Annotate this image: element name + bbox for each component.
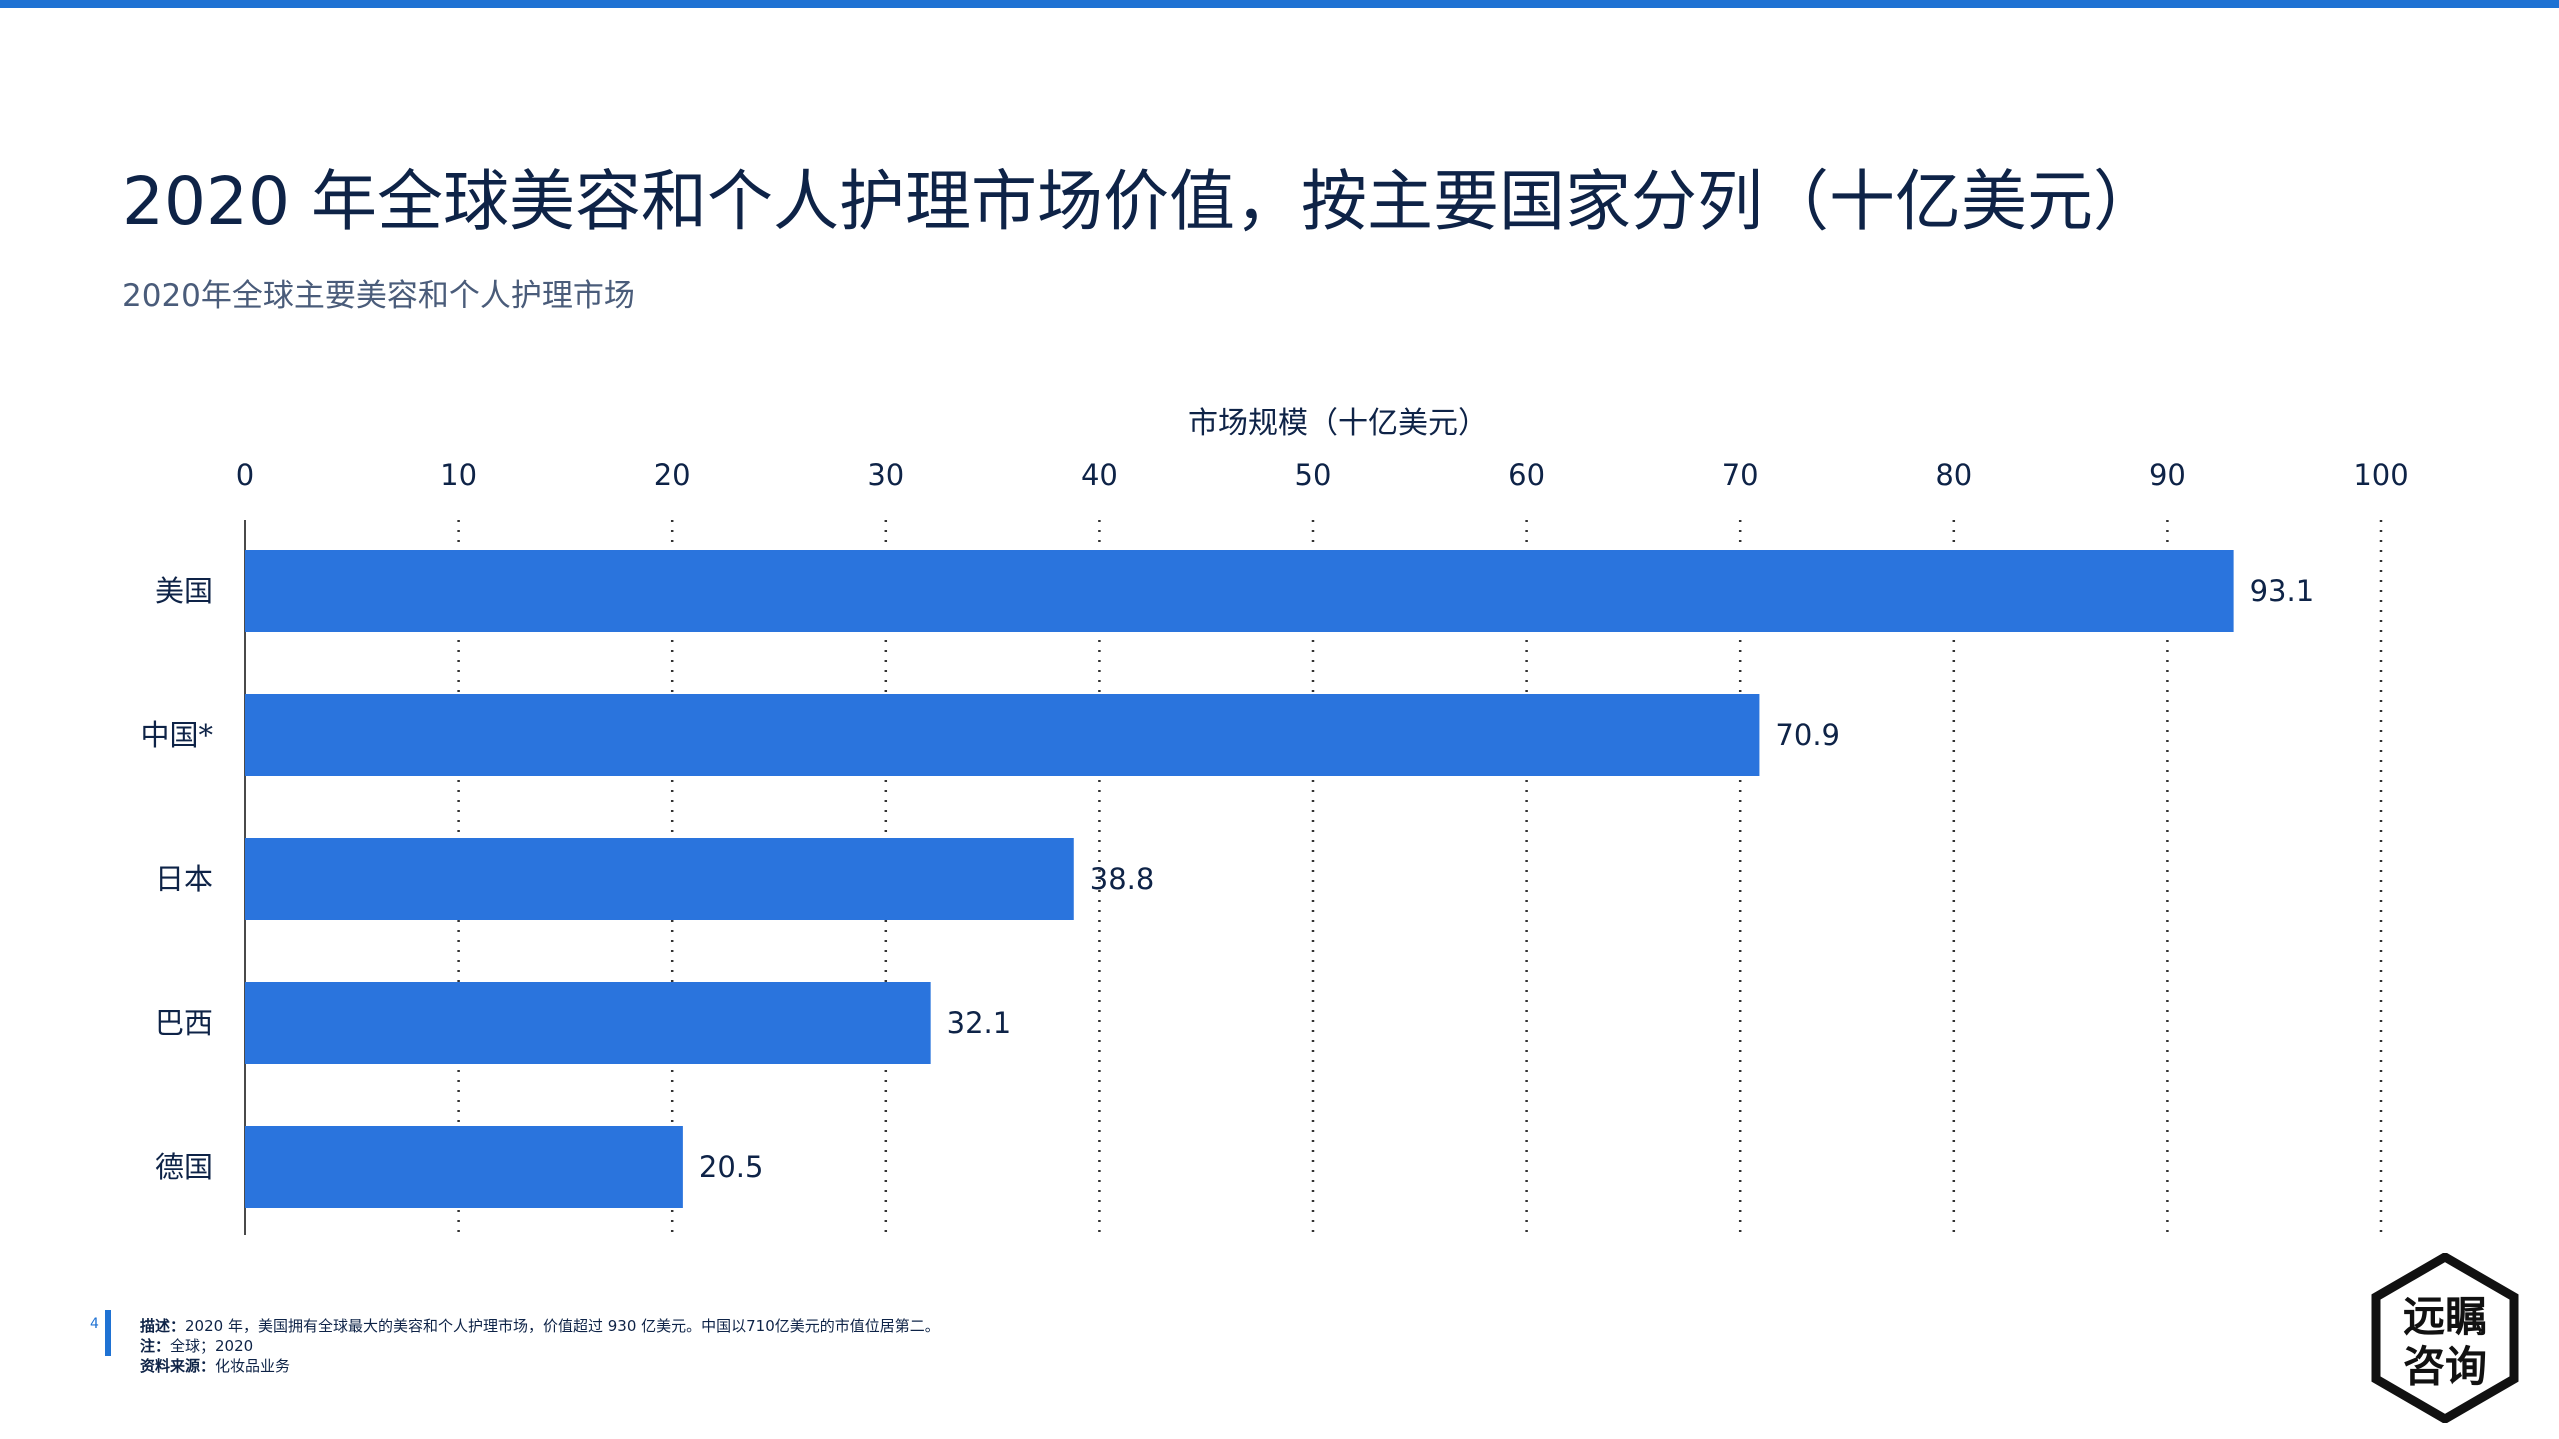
category-label: 巴西	[155, 1006, 213, 1040]
x-tick-label: 80	[1935, 458, 1972, 492]
source-label: 资料来源：	[140, 1357, 216, 1375]
x-axis-title: 市场规模（十亿美元）	[1188, 406, 1488, 441]
x-tick-label: 60	[1508, 458, 1545, 492]
value-label: 32.1	[947, 1006, 1012, 1040]
value-label: 70.9	[1775, 718, 1840, 752]
top-accent-bar	[0, 0, 2559, 8]
bar	[245, 550, 2234, 632]
x-tick-label: 90	[2149, 458, 2186, 492]
logo-text-line2: 咨询	[2403, 1342, 2487, 1391]
category-label: 中国*	[140, 718, 213, 752]
x-tick-label: 100	[2353, 458, 2408, 492]
description-label: 描述：	[140, 1317, 186, 1335]
logo-text-line1: 远瞩	[2403, 1292, 2487, 1341]
company-logo: 远瞩 咨询	[2371, 1253, 2519, 1423]
page-title: 2020 年全球美容和个人护理市场价值，按主要国家分列（十亿美元）	[122, 163, 2159, 240]
footnote-source: 资料来源：化妆品业务	[140, 1355, 290, 1376]
x-tick-label: 10	[440, 458, 477, 492]
page-number: 4	[90, 1316, 99, 1332]
note-text: 全球；2020	[170, 1337, 254, 1355]
bars	[245, 550, 2234, 1208]
bar	[245, 982, 931, 1064]
x-tick-label: 30	[867, 458, 904, 492]
value-label: 93.1	[2250, 574, 2315, 608]
x-tick-label: 40	[1081, 458, 1118, 492]
description-text: 2020 年，美国拥有全球最大的美容和个人护理市场，价值超过 930 亿美元。中…	[185, 1317, 940, 1335]
bar	[245, 1126, 683, 1208]
x-tick-labels: 0 10 20 30 40 50 60 70 80 90 100	[236, 458, 2409, 492]
value-label: 20.5	[699, 1150, 764, 1184]
page-subtitle: 2020年全球主要美容和个人护理市场	[122, 278, 635, 314]
x-tick-label: 20	[654, 458, 691, 492]
value-labels: 93.1 70.9 38.8 32.1 20.5	[699, 574, 2314, 1184]
bar	[245, 838, 1074, 920]
footnote-description: 描述：2020 年，美国拥有全球最大的美容和个人护理市场，价值超过 930 亿美…	[140, 1315, 940, 1336]
category-label: 德国	[155, 1150, 213, 1184]
x-tick-label: 50	[1295, 458, 1332, 492]
footer-accent-bar	[105, 1310, 111, 1356]
x-tick-label: 0	[236, 458, 254, 492]
source-text: 化妆品业务	[215, 1357, 291, 1375]
category-label: 日本	[155, 862, 213, 896]
bar	[245, 694, 1760, 776]
value-label: 38.8	[1090, 862, 1155, 896]
category-label: 美国	[155, 574, 213, 608]
x-tick-label: 70	[1722, 458, 1759, 492]
note-label: 注：	[140, 1337, 171, 1355]
footnote-note: 注：全球；2020	[140, 1335, 253, 1356]
